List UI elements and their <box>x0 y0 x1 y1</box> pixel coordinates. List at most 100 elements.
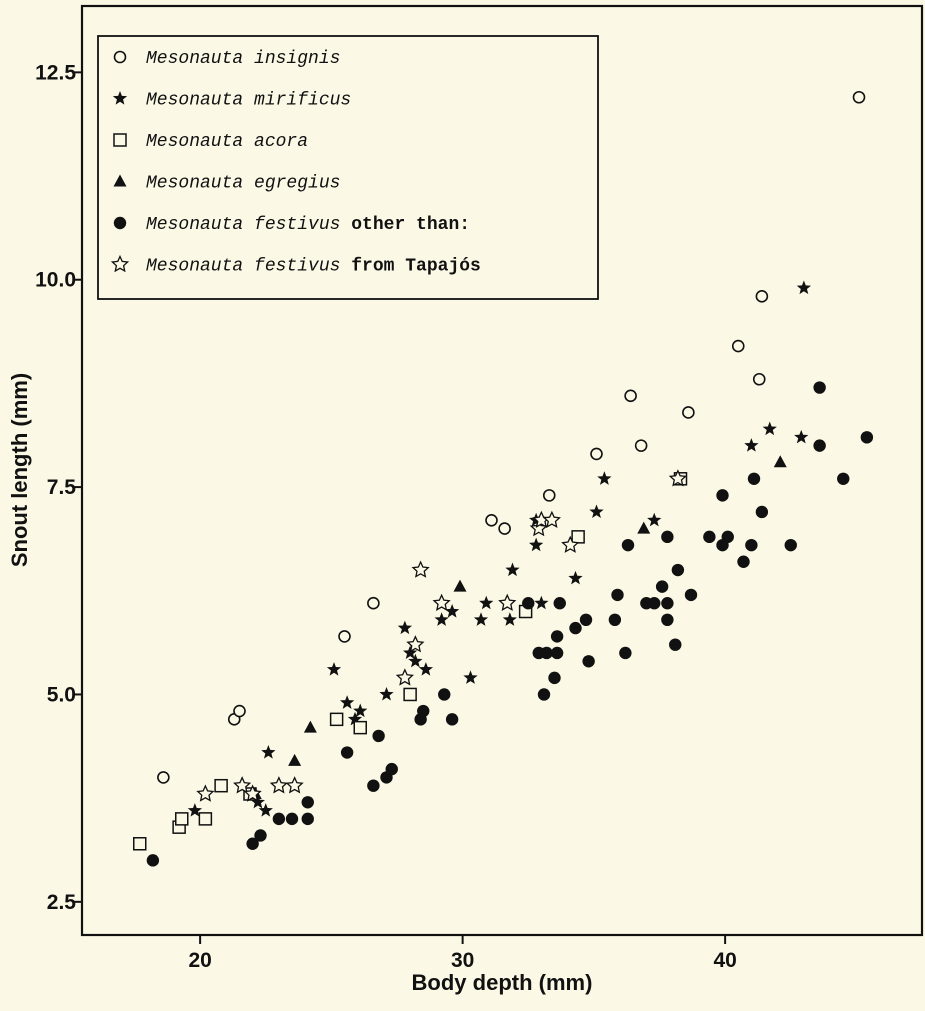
filled-star-point <box>597 471 612 485</box>
open-square-legend-marker <box>113 133 127 147</box>
filled-star-point <box>187 803 203 817</box>
filled-circle-point <box>661 530 674 544</box>
filled-circle-point <box>671 563 685 577</box>
filled-star-point <box>339 695 355 709</box>
legend-label: Mesonauta festivus other than: <box>146 215 470 235</box>
filled-circle-point <box>669 638 682 651</box>
filled-circle-point <box>301 796 314 809</box>
filled-circle-point <box>372 729 385 743</box>
open-star-point <box>233 776 252 794</box>
open-circle-point <box>498 522 511 535</box>
y-tick-label: 7.5 <box>47 476 77 499</box>
open-circle-point <box>367 596 380 610</box>
filled-star-point <box>379 686 394 701</box>
filled-circle-point <box>621 538 635 552</box>
filled-triangle-point <box>303 720 317 733</box>
open-square-point <box>198 812 213 826</box>
filled-star-point <box>418 662 434 676</box>
filled-star-point <box>647 512 662 527</box>
filled-star-point <box>463 670 478 684</box>
filled-circle-point <box>579 613 593 627</box>
filled-circle-point <box>608 613 622 627</box>
filled-circle-point <box>860 431 874 444</box>
open-star-point <box>269 776 288 794</box>
filled-circle-point <box>285 812 299 826</box>
filled-star-point <box>347 711 363 726</box>
filled-circle-point <box>385 762 398 776</box>
open-circle-point <box>755 290 769 303</box>
open-circle-point <box>852 90 866 104</box>
filled-circle-point <box>254 829 267 842</box>
filled-star-point <box>534 595 549 610</box>
legend: Mesonauta insignis Mesonauta mirificus Mes… <box>97 35 599 300</box>
open-star-point <box>196 784 215 802</box>
legend-items: Mesonauta insignis Mesonauta mirificus Mes… <box>110 49 481 277</box>
open-star-point <box>668 469 687 487</box>
open-star-point <box>406 635 425 653</box>
y-tick-label: 12.5 <box>35 61 76 84</box>
filled-circle-point <box>813 381 826 394</box>
open-star-point <box>432 593 451 611</box>
open-square-point <box>353 720 367 735</box>
legend-label: Mesonauta insignis <box>146 49 340 69</box>
x-axis-title: Body depth (mm) <box>412 970 593 995</box>
filled-circle-point <box>445 713 459 726</box>
legend-label: Mesonauta festivus from Tapajós <box>146 257 481 277</box>
filled-triangle-point <box>637 521 651 534</box>
filled-star-legend-marker <box>112 91 128 105</box>
filled-circle-point <box>755 505 769 519</box>
legend-label: Mesonauta egregius <box>146 174 340 194</box>
filled-star-point <box>502 612 518 626</box>
filled-circle-point <box>716 489 729 502</box>
open-square-point <box>571 530 585 544</box>
open-square-point <box>214 778 228 793</box>
filled-star-point <box>261 745 276 759</box>
filled-circle-point <box>745 538 758 552</box>
filled-star-point <box>473 612 489 626</box>
filled-circle-point <box>146 854 160 867</box>
open-star-point <box>243 784 262 802</box>
filled-circle-point <box>569 621 582 635</box>
open-circle-point <box>590 447 603 461</box>
filled-circle-legend-marker <box>113 216 127 230</box>
filled-star-point <box>505 562 520 577</box>
filled-star-point <box>794 429 809 444</box>
filled-star-point <box>397 620 413 635</box>
filled-star-point <box>589 504 604 519</box>
plot-frame <box>80 4 924 937</box>
filled-circle-point <box>367 779 380 792</box>
open-square-point <box>329 712 344 727</box>
filled-star-point <box>258 803 273 817</box>
x-tick-label: 20 <box>188 949 211 972</box>
x-tick-label: 40 <box>713 949 736 972</box>
filled-star-point <box>479 595 494 610</box>
filled-circle-point <box>550 646 564 660</box>
y-tick-label: 2.5 <box>47 891 77 914</box>
filled-circle-point <box>648 597 661 610</box>
filled-star-point <box>444 604 460 618</box>
filled-circle-point <box>272 812 286 826</box>
filled-circle-point <box>537 688 551 701</box>
filled-circle-point <box>550 630 564 643</box>
filled-circle-point <box>684 588 698 602</box>
filled-triangle-point <box>288 753 302 766</box>
axis-ticks: 20 30 40 2.5 5.0 7.5 10.0 12.5 <box>35 61 737 972</box>
open-circle-point <box>485 513 498 527</box>
filled-star-point <box>402 645 418 660</box>
open-star-point <box>542 510 561 529</box>
open-circle-point <box>542 489 556 502</box>
filled-star-point <box>353 703 368 718</box>
open-star-point <box>561 535 580 553</box>
open-star-point <box>411 560 430 578</box>
filled-triangle-legend-marker <box>113 174 127 187</box>
filled-triangle-point <box>773 455 787 468</box>
filled-circle-point <box>661 597 674 610</box>
filled-circle-point <box>655 580 669 593</box>
legend-label: Mesonauta acora <box>146 132 308 152</box>
open-circle-point <box>233 704 246 718</box>
y-tick-label: 10.0 <box>35 269 76 292</box>
filled-circle-point <box>784 538 797 552</box>
filled-circle-point <box>747 472 761 485</box>
open-star-point <box>395 668 414 686</box>
